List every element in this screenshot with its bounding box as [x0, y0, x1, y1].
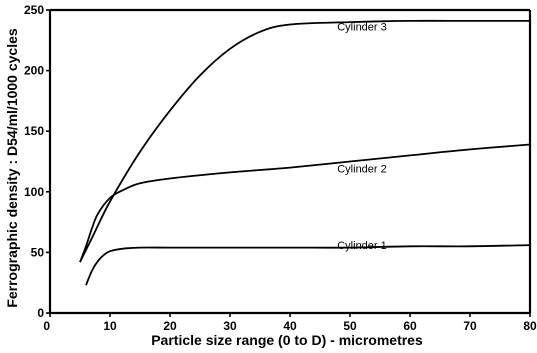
series-line-cylinder-3: [79, 19, 530, 263]
x-tick-label-80: 80: [523, 319, 537, 333]
x-tick-label-70: 70: [463, 319, 477, 333]
y-tick-label-150: 150: [24, 124, 44, 138]
y-axis-title: Ferrographic density : D54/ml/1000 cycle…: [4, 28, 20, 308]
y-axis-title-group: Ferrographic density : D54/ml/1000 cycle…: [4, 28, 20, 308]
x-axis-title: Particle size range (0 to D) - micrometr…: [151, 332, 423, 348]
x-tick-label-40: 40: [283, 319, 297, 333]
y-tick-label-0: 0: [37, 306, 44, 320]
series-line-cylinder-2: [79, 143, 531, 263]
x-tick-label-60: 60: [403, 319, 417, 333]
y-tick-label-250: 250: [24, 3, 44, 17]
y-tick-label-100: 100: [24, 185, 44, 199]
y-tick-label-50: 50: [31, 245, 45, 259]
y-tick-label-200: 200: [24, 64, 44, 78]
x-tick-label-50: 50: [343, 319, 357, 333]
x-tick-label-10: 10: [103, 319, 117, 333]
x-tick-label-20: 20: [163, 319, 177, 333]
series-label-cylinder-3: Cylinder 3: [337, 22, 387, 34]
series-line-cylinder-1: [85, 244, 531, 286]
x-tick-label-0: 0: [43, 319, 50, 333]
series-label-cylinder-2: Cylinder 2: [337, 163, 387, 175]
chart-marks: 0 50 100 150 200 250 0 10 20 30 40 50 60 70 80 Cylinder…: [24, 3, 537, 333]
series-label-cylinder-1: Cylinder 1: [337, 240, 387, 252]
x-tick-label-30: 30: [223, 319, 237, 333]
